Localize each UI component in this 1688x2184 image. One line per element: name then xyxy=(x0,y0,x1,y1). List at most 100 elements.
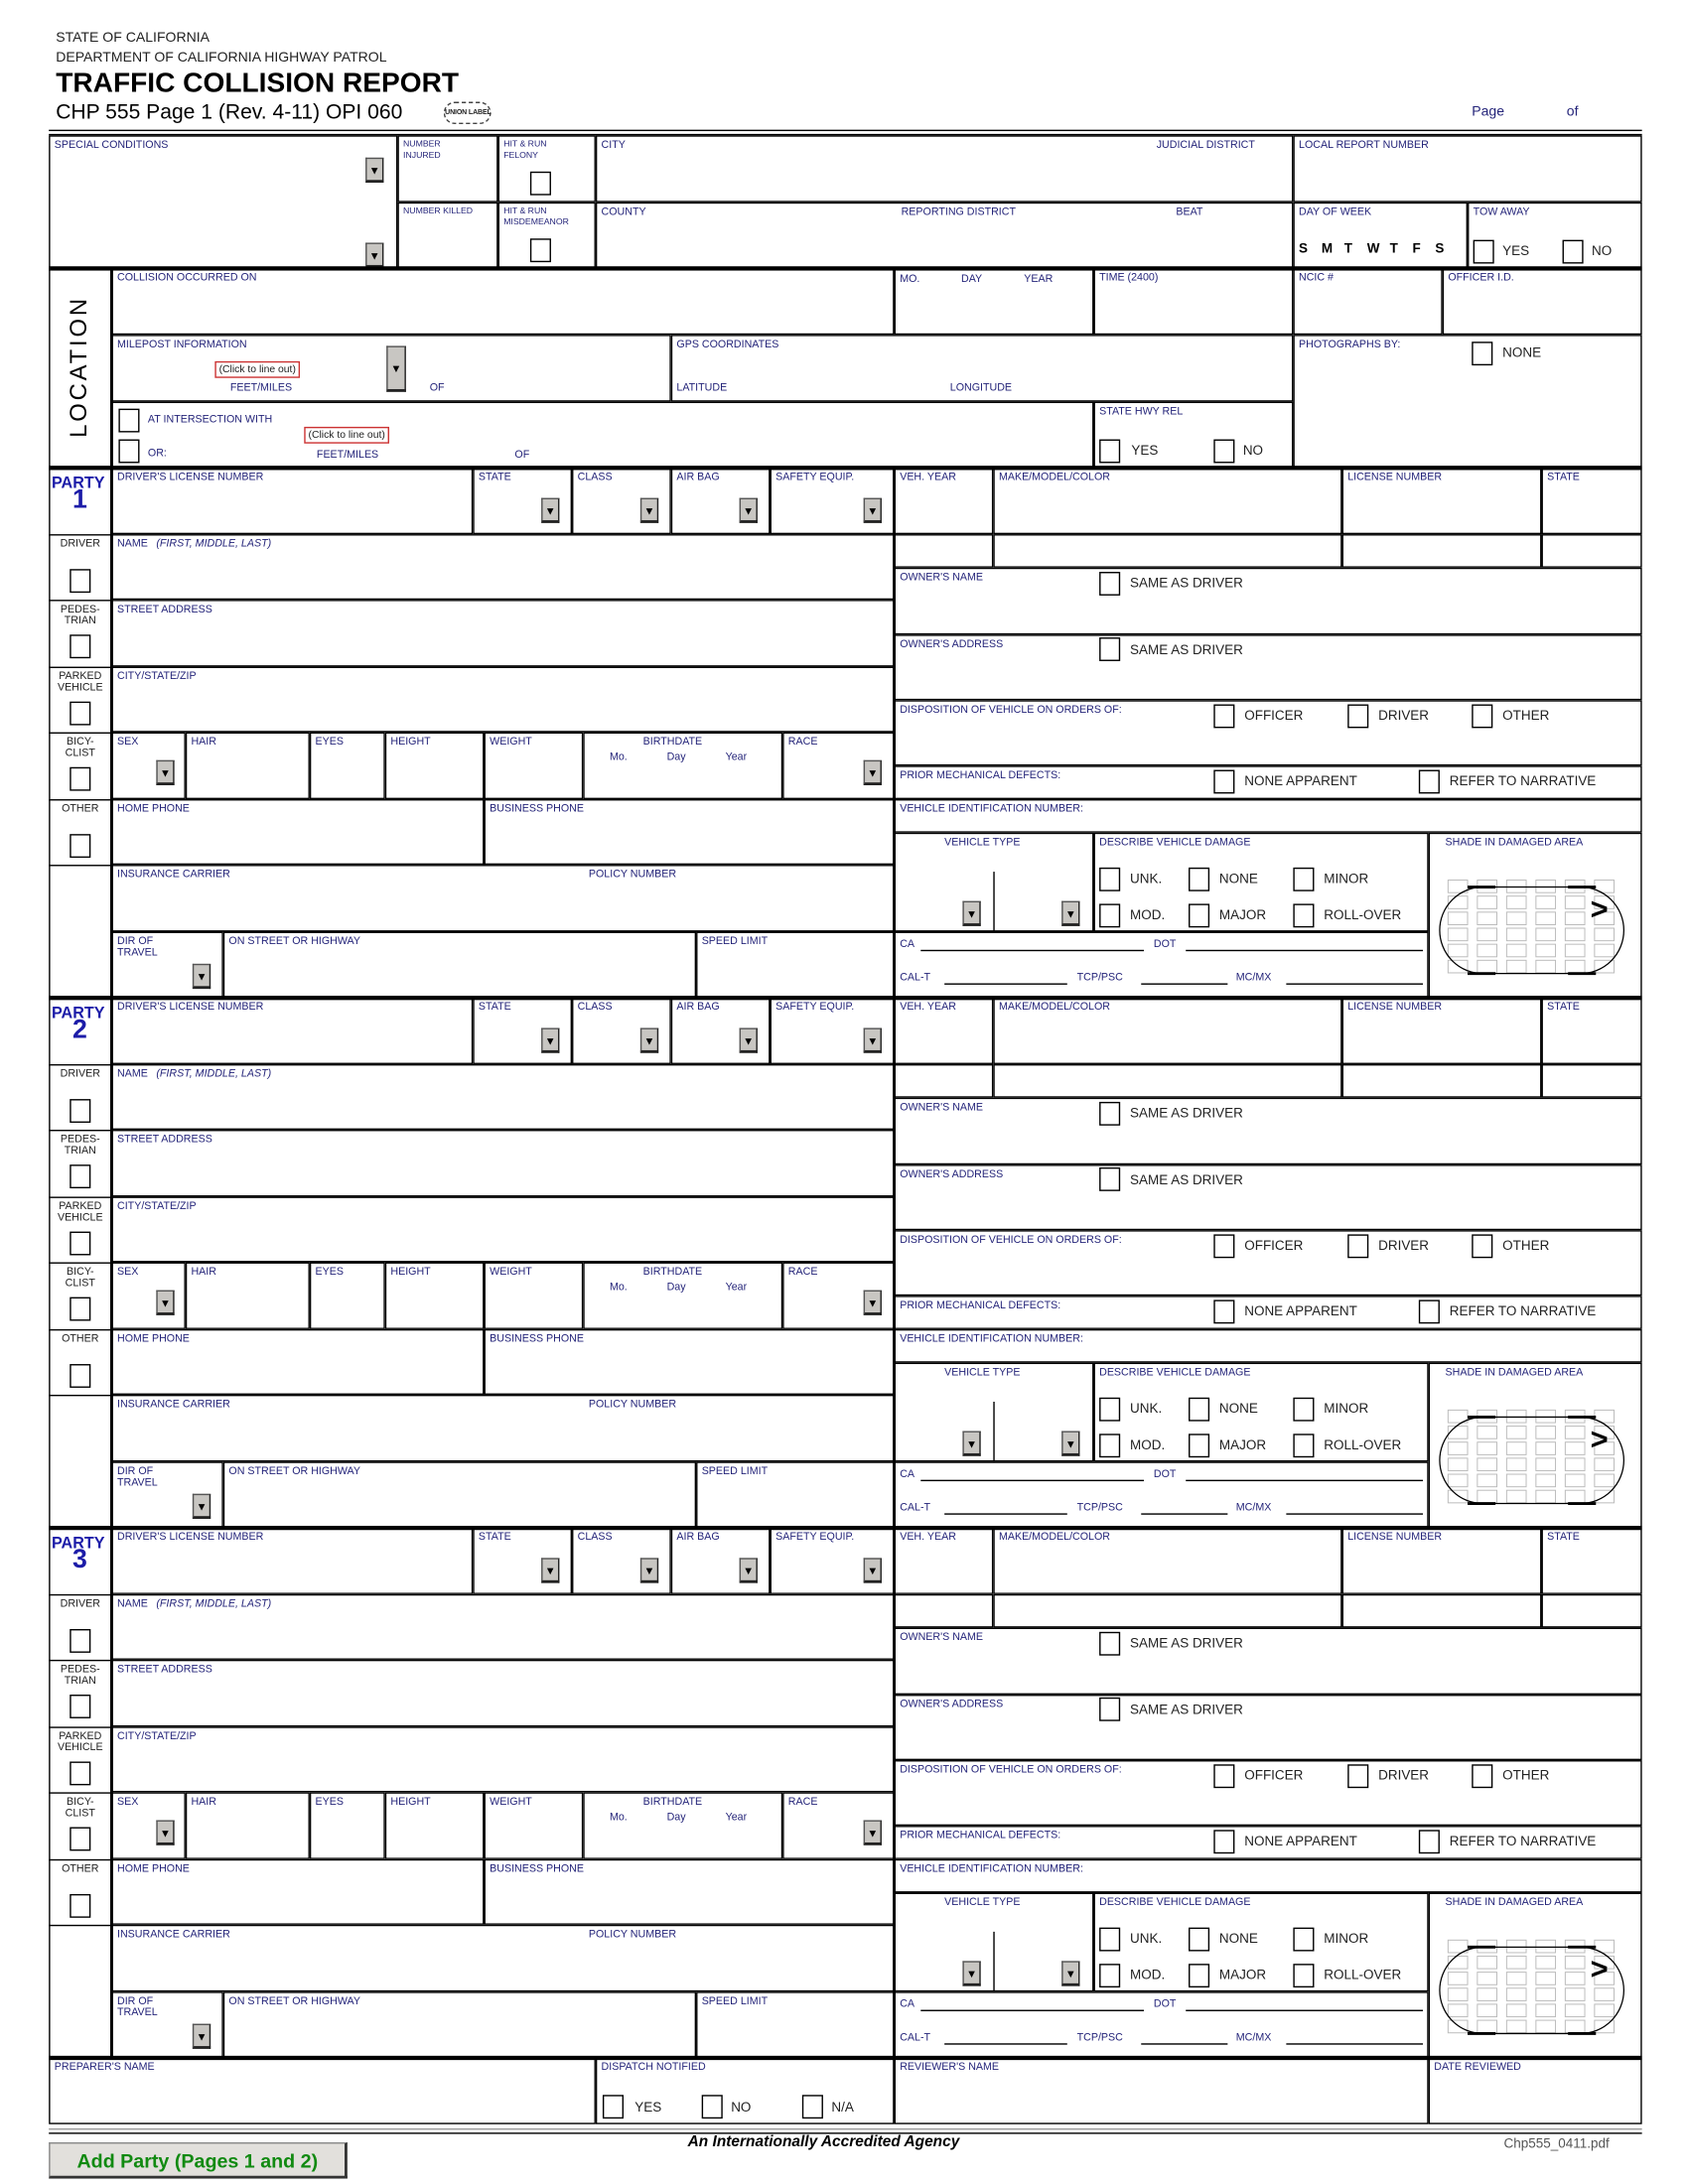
party-2-owners-address-field[interactable] xyxy=(894,1163,1642,1231)
party-2-veh-year-field-2[interactable] xyxy=(894,1063,994,1098)
state-hwy-rel-field[interactable] xyxy=(1093,401,1294,468)
damage-area-cell[interactable] xyxy=(1594,927,1616,942)
damage-area-cell[interactable] xyxy=(1535,1972,1557,1985)
party-2-hair-field[interactable] xyxy=(185,1262,310,1329)
damage-area-cell[interactable] xyxy=(1447,1489,1469,1504)
party-2-owner-name-same-checkbox[interactable] xyxy=(1099,1101,1121,1126)
damage-area-cell[interactable] xyxy=(1535,1939,1557,1954)
party-2-damage-major-checkbox[interactable] xyxy=(1189,1433,1210,1458)
party-1-race-dropdown[interactable]: ▼ xyxy=(863,759,882,785)
damage-area-cell[interactable] xyxy=(1505,1441,1527,1455)
date-reviewed-field[interactable] xyxy=(1428,2057,1642,2124)
damage-area-cell[interactable] xyxy=(1535,880,1557,893)
damage-area-cell[interactable] xyxy=(1535,895,1557,909)
party-1-role-checkbox-2[interactable] xyxy=(70,634,91,659)
damage-area-cell[interactable] xyxy=(1564,1473,1586,1488)
damage-area-cell[interactable] xyxy=(1594,1441,1616,1455)
party-1-ca-input[interactable] xyxy=(920,949,1145,952)
party-2-damage-field[interactable] xyxy=(1093,1362,1429,1462)
dispatch-notified-field[interactable] xyxy=(595,2057,895,2124)
party-3-veh-year-field[interactable] xyxy=(894,1527,994,1594)
party-1-veh-state-field-2[interactable] xyxy=(1541,534,1642,568)
damage-area-cell[interactable] xyxy=(1477,1441,1498,1455)
party-3-damage-unk-checkbox[interactable] xyxy=(1099,1927,1121,1952)
party-1-license-number-field-2[interactable] xyxy=(1341,534,1542,568)
damage-area-cell[interactable] xyxy=(1477,927,1498,942)
party-3-dot-input[interactable] xyxy=(1186,2009,1424,2011)
party-3-height-field[interactable] xyxy=(384,1792,485,1859)
party-1-prior-defects-field[interactable] xyxy=(894,765,1642,800)
damage-area-cell[interactable] xyxy=(1477,1426,1498,1439)
party-2-home-phone-field[interactable] xyxy=(111,1328,485,1395)
damage-area-cell[interactable] xyxy=(1594,1987,1616,2001)
party-1-safety-equip-dropdown[interactable]: ▼ xyxy=(863,497,882,523)
party-1-disposition-driver-checkbox[interactable] xyxy=(1347,704,1369,729)
damage-area-cell[interactable] xyxy=(1535,959,1557,974)
party-1-vehicle-type-dropdown-2[interactable]: ▼ xyxy=(1061,900,1080,926)
party-2-eyes-field[interactable] xyxy=(309,1262,385,1329)
party-3-race-dropdown[interactable]: ▼ xyxy=(863,1820,882,1845)
party-2-role-checkbox-4[interactable] xyxy=(70,1297,91,1321)
day-of-week-option[interactable]: M xyxy=(1321,241,1334,257)
damage-area-cell[interactable] xyxy=(1505,2019,1527,2034)
damage-area-cell[interactable] xyxy=(1505,880,1527,893)
party-3-role-checkbox-5[interactable] xyxy=(70,1893,91,1918)
party-3-mc-mx-input[interactable] xyxy=(1286,2043,1424,2045)
party-2-disposition-other-checkbox[interactable] xyxy=(1472,1234,1493,1259)
party-3-owners-address-field[interactable] xyxy=(894,1694,1642,1761)
party-2-dot-input[interactable] xyxy=(1186,1479,1424,1482)
damage-area-cell[interactable] xyxy=(1564,1955,1586,1970)
hit-run-misdemeanor-checkbox[interactable] xyxy=(529,238,551,263)
party-3-class-dropdown[interactable]: ▼ xyxy=(639,1558,659,1583)
party-2-make-model-color-field-2[interactable] xyxy=(993,1063,1342,1098)
at-intersection-checkbox[interactable] xyxy=(118,408,140,433)
damage-area-cell[interactable] xyxy=(1594,959,1616,974)
damage-area-cell[interactable] xyxy=(1535,1987,1557,2001)
party-3-on-street-field[interactable] xyxy=(222,1990,697,2058)
party-1-disposition-other-checkbox[interactable] xyxy=(1472,704,1493,729)
damage-area-cell[interactable] xyxy=(1477,943,1498,958)
party-3-speed-limit-field[interactable] xyxy=(696,1990,895,2058)
damage-area-cell[interactable] xyxy=(1477,1955,1498,1970)
party-3-owner-address-same-checkbox[interactable] xyxy=(1099,1697,1121,1721)
party-3-home-phone-field[interactable] xyxy=(111,1858,485,1925)
damage-area-cell[interactable] xyxy=(1505,1939,1527,1954)
damage-area-cell[interactable] xyxy=(1447,2019,1469,2034)
party-1-damage-unk-checkbox[interactable] xyxy=(1099,867,1121,891)
party-3-owner-name-same-checkbox[interactable] xyxy=(1099,1631,1121,1656)
party-1-birthdate-field[interactable] xyxy=(583,732,783,799)
party-1-damage-rollover-checkbox[interactable] xyxy=(1293,903,1315,928)
party-3-eyes-field[interactable] xyxy=(309,1792,385,1859)
damage-area-cell[interactable] xyxy=(1477,959,1498,974)
hit-run-felony-checkbox[interactable] xyxy=(529,171,551,196)
party-3-role-checkbox-1[interactable] xyxy=(70,1628,91,1653)
party-1-damage-diagram[interactable] xyxy=(1434,876,1636,982)
damage-area-cell[interactable] xyxy=(1477,1987,1498,2001)
or-checkbox[interactable] xyxy=(118,439,140,464)
damage-area-cell[interactable] xyxy=(1505,1972,1527,1985)
damage-area-cell[interactable] xyxy=(1535,1955,1557,1970)
party-1-dl-state-dropdown[interactable]: ▼ xyxy=(541,497,560,523)
day-of-week-field[interactable] xyxy=(1293,202,1469,268)
party-2-damage-none-checkbox[interactable] xyxy=(1189,1397,1210,1422)
party-3-street-address-field[interactable] xyxy=(111,1659,895,1726)
party-2-class-dropdown[interactable]: ▼ xyxy=(639,1027,659,1053)
damage-area-cell[interactable] xyxy=(1447,1955,1469,1970)
party-1-eyes-field[interactable] xyxy=(309,732,385,799)
party-3-disposition-field[interactable] xyxy=(894,1760,1642,1827)
party-2-veh-year-field[interactable] xyxy=(894,997,994,1064)
party-1-hair-field[interactable] xyxy=(185,732,310,799)
party-2-on-street-field[interactable] xyxy=(222,1460,697,1528)
damage-area-cell[interactable] xyxy=(1505,895,1527,909)
damage-area-cell[interactable] xyxy=(1447,1426,1469,1439)
party-2-safety-equip-dropdown[interactable]: ▼ xyxy=(863,1027,882,1053)
damage-area-cell[interactable] xyxy=(1535,1473,1557,1488)
party-2-sex-dropdown[interactable]: ▼ xyxy=(156,1290,175,1315)
party-2-air-bag-dropdown[interactable]: ▼ xyxy=(739,1027,758,1053)
party-1-business-phone-field[interactable] xyxy=(484,798,895,866)
party-2-role-checkbox-2[interactable] xyxy=(70,1164,91,1189)
damage-area-cell[interactable] xyxy=(1594,943,1616,958)
damage-area-cell[interactable] xyxy=(1447,1457,1469,1472)
party-3-disposition-other-checkbox[interactable] xyxy=(1472,1764,1493,1789)
party-3-damage-mod-checkbox[interactable] xyxy=(1099,1964,1121,1988)
